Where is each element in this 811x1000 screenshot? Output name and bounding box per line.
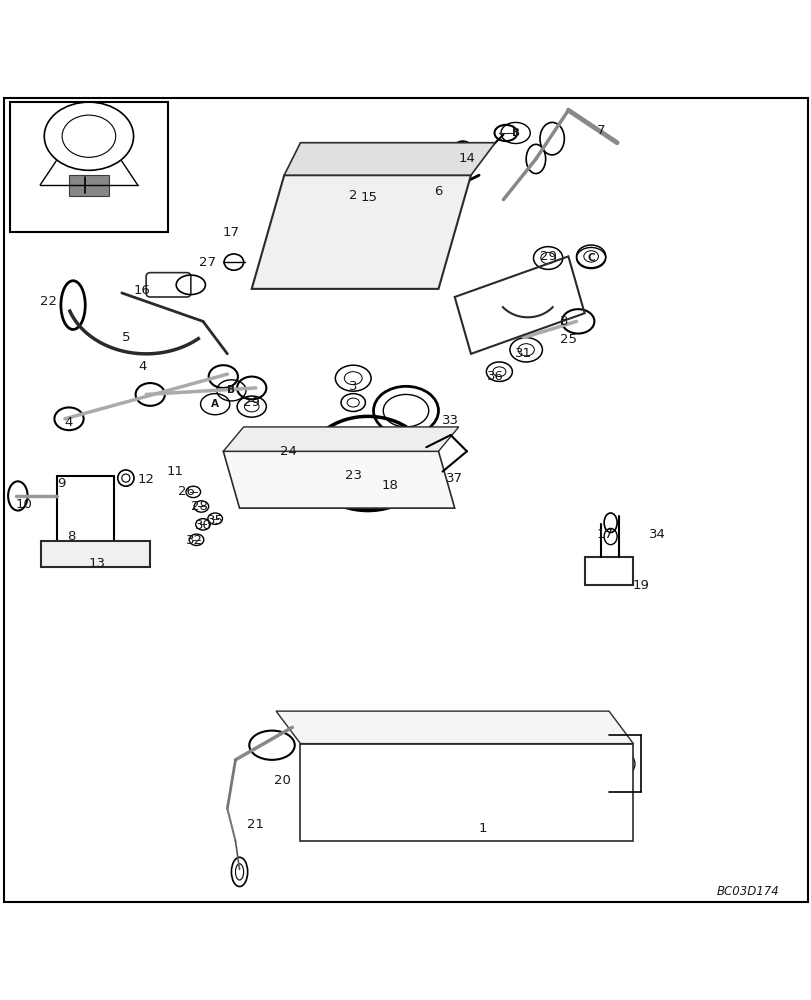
Text: 16: 16 bbox=[134, 284, 150, 297]
Text: BC03D174: BC03D174 bbox=[716, 885, 779, 898]
Text: 6: 6 bbox=[434, 185, 442, 198]
Text: 35: 35 bbox=[207, 514, 223, 527]
Polygon shape bbox=[276, 711, 633, 744]
Text: 27: 27 bbox=[199, 256, 215, 269]
Polygon shape bbox=[251, 175, 470, 289]
Text: 17: 17 bbox=[596, 528, 612, 541]
Text: 24: 24 bbox=[280, 445, 296, 458]
Text: 22: 22 bbox=[41, 295, 57, 308]
Text: 34: 34 bbox=[649, 528, 665, 541]
Bar bbox=[68, 175, 109, 196]
Text: 13: 13 bbox=[89, 557, 105, 570]
Polygon shape bbox=[41, 541, 150, 567]
Text: 25: 25 bbox=[560, 333, 576, 346]
Text: 9: 9 bbox=[57, 477, 65, 490]
Polygon shape bbox=[223, 427, 458, 451]
Text: 26: 26 bbox=[178, 485, 195, 498]
Polygon shape bbox=[300, 744, 633, 841]
Text: 19: 19 bbox=[633, 579, 649, 592]
Text: 29: 29 bbox=[539, 250, 556, 263]
Text: 20: 20 bbox=[274, 774, 290, 787]
Text: 32: 32 bbox=[187, 534, 203, 547]
Text: 30: 30 bbox=[195, 519, 211, 532]
Text: 4: 4 bbox=[138, 360, 146, 373]
Text: 28: 28 bbox=[191, 500, 207, 513]
Text: 8: 8 bbox=[67, 530, 75, 543]
Text: 5: 5 bbox=[122, 331, 130, 344]
Text: 14: 14 bbox=[458, 152, 474, 165]
Text: 12: 12 bbox=[138, 473, 154, 486]
Text: 18: 18 bbox=[381, 479, 397, 492]
Text: 1: 1 bbox=[478, 822, 487, 835]
Text: B: B bbox=[511, 128, 519, 138]
Polygon shape bbox=[284, 143, 495, 175]
Text: 7: 7 bbox=[596, 124, 604, 137]
Text: C: C bbox=[586, 253, 594, 263]
Text: A: A bbox=[211, 399, 219, 409]
Text: 31: 31 bbox=[515, 347, 531, 360]
Text: 29: 29 bbox=[243, 396, 260, 409]
Text: 21: 21 bbox=[247, 818, 264, 831]
Text: 11: 11 bbox=[166, 465, 182, 478]
Text: 2: 2 bbox=[349, 189, 357, 202]
Text: 17: 17 bbox=[223, 226, 239, 239]
Text: 10: 10 bbox=[16, 498, 32, 511]
Text: 33: 33 bbox=[442, 414, 458, 427]
Text: 3: 3 bbox=[349, 380, 357, 393]
Text: 23: 23 bbox=[345, 469, 361, 482]
Text: 4: 4 bbox=[65, 416, 73, 429]
Text: 3: 3 bbox=[560, 315, 568, 328]
Polygon shape bbox=[223, 451, 454, 508]
Text: 15: 15 bbox=[361, 191, 377, 204]
Text: 36: 36 bbox=[487, 370, 503, 383]
Text: B: B bbox=[227, 385, 235, 395]
Text: 37: 37 bbox=[446, 472, 462, 485]
Bar bbox=[10, 102, 168, 232]
